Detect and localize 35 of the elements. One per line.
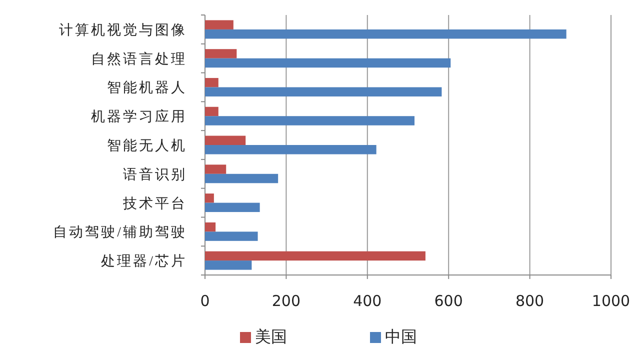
bar: [205, 232, 258, 241]
bar: [205, 49, 237, 58]
bar: [205, 194, 214, 203]
bar: [205, 174, 278, 184]
y-tick-label: 计算机视觉与图像: [59, 22, 187, 38]
bar: [205, 164, 226, 174]
bar: [205, 136, 246, 145]
bar: [205, 20, 234, 30]
y-tick-label: 机器学习应用: [91, 109, 187, 126]
x-tick-label: 200: [272, 292, 301, 310]
x-tick-label: 400: [353, 292, 382, 310]
bar: [205, 87, 442, 96]
y-tick-label: 智能无人机: [107, 138, 187, 154]
bar: [205, 202, 260, 212]
legend-label: 美国: [255, 327, 287, 346]
y-tick-label: 技术平台: [122, 196, 187, 212]
y-tick-label: 处理器/芯片: [101, 254, 187, 270]
bar: [205, 222, 216, 232]
x-tick-label: 600: [434, 292, 463, 310]
bar: [205, 251, 426, 261]
x-tick-label: 0: [200, 292, 210, 310]
y-tick-label: 自动驾驶/辅助驾驶: [53, 224, 187, 241]
bar: [205, 29, 566, 39]
legend-label: 中国: [385, 327, 417, 346]
bar: [205, 78, 218, 88]
y-tick-label: 自然语言处理: [91, 51, 187, 68]
bar: [205, 106, 218, 116]
x-tick-label: 800: [515, 292, 544, 310]
bar: [205, 58, 451, 68]
x-tick-label: 1000: [592, 292, 630, 310]
bar: [205, 260, 252, 270]
y-tick-label: 语音识别: [123, 166, 187, 183]
bar: [205, 116, 414, 126]
bar: [205, 145, 376, 154]
y-tick-label: 智能机器人: [107, 80, 187, 96]
